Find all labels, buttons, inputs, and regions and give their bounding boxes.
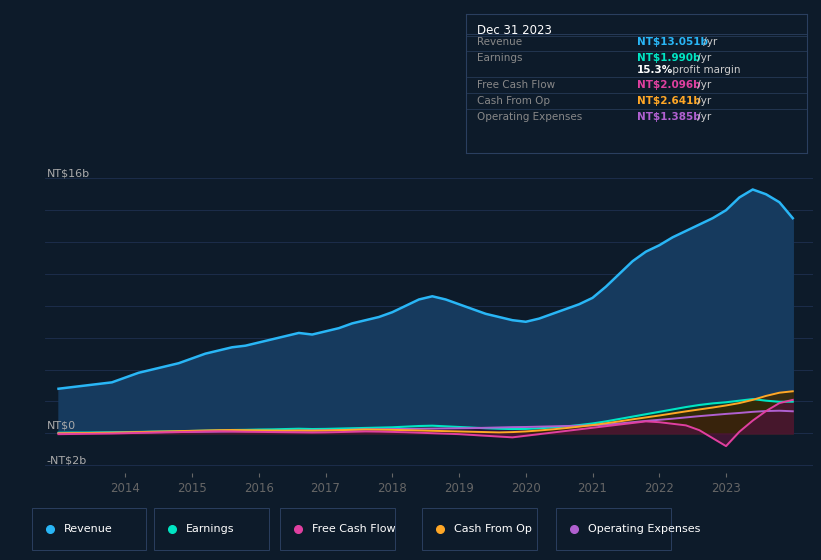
Text: Cash From Op: Cash From Op: [476, 96, 549, 106]
Text: NT$2.096b: NT$2.096b: [637, 80, 700, 90]
Text: NT$2.641b: NT$2.641b: [637, 96, 700, 106]
Text: Cash From Op: Cash From Op: [454, 524, 532, 534]
Text: Free Cash Flow: Free Cash Flow: [476, 80, 555, 90]
Text: Revenue: Revenue: [64, 524, 112, 534]
Text: Operating Expenses: Operating Expenses: [476, 112, 582, 122]
Text: NT$16b: NT$16b: [47, 169, 89, 178]
Text: 15.3%: 15.3%: [637, 66, 673, 75]
Text: Dec 31 2023: Dec 31 2023: [476, 24, 552, 37]
Text: Earnings: Earnings: [186, 524, 234, 534]
Text: Free Cash Flow: Free Cash Flow: [312, 524, 396, 534]
Text: /yr: /yr: [694, 80, 711, 90]
Text: /yr: /yr: [694, 96, 711, 106]
Text: NT$13.051b: NT$13.051b: [637, 38, 708, 48]
Text: NT$0: NT$0: [47, 421, 76, 431]
Text: Revenue: Revenue: [476, 38, 521, 48]
Text: -NT$2b: -NT$2b: [47, 455, 87, 465]
Text: Operating Expenses: Operating Expenses: [588, 524, 700, 534]
Text: /yr: /yr: [699, 38, 717, 48]
Text: /yr: /yr: [694, 112, 711, 122]
Text: /yr: /yr: [694, 53, 711, 63]
Text: profit margin: profit margin: [669, 66, 741, 75]
Text: NT$1.385b: NT$1.385b: [637, 112, 700, 122]
Text: NT$1.990b: NT$1.990b: [637, 53, 700, 63]
Text: Earnings: Earnings: [476, 53, 522, 63]
